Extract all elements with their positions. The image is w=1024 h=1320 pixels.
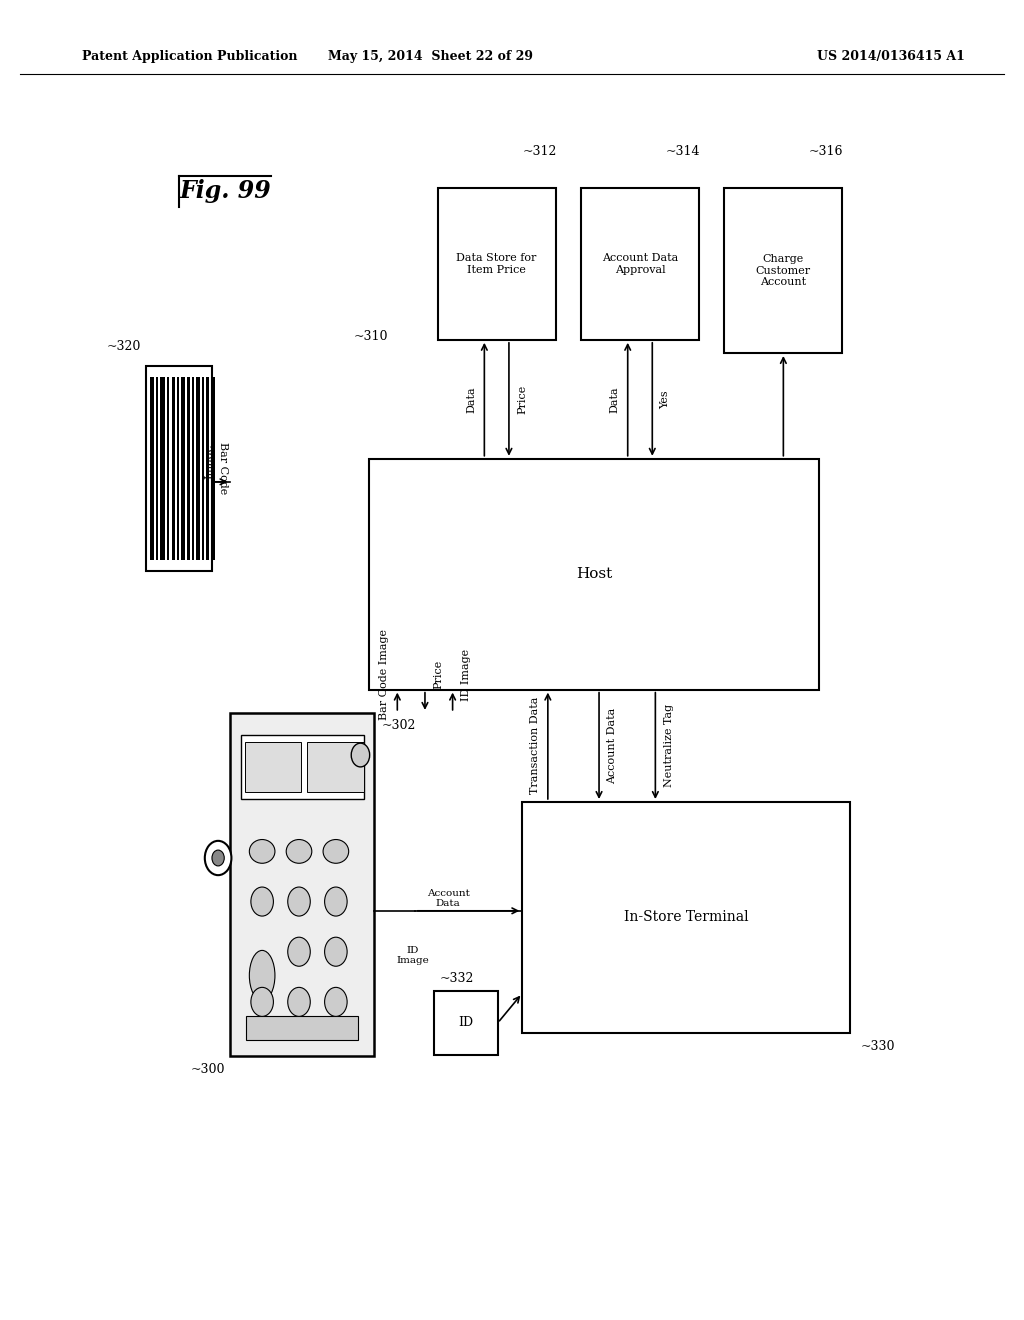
Text: ~312: ~312 — [522, 145, 557, 157]
Text: ~300: ~300 — [190, 1063, 225, 1076]
Ellipse shape — [323, 840, 348, 863]
Text: Account Data: Account Data — [607, 708, 617, 784]
Bar — [171, 378, 174, 560]
Text: Data Store for
Item Price: Data Store for Item Price — [457, 253, 537, 275]
Ellipse shape — [286, 840, 311, 863]
Circle shape — [288, 887, 310, 916]
Text: ID Image: ID Image — [461, 649, 471, 701]
Text: Fig. 99: Fig. 99 — [179, 180, 271, 203]
Bar — [197, 378, 201, 560]
Text: US 2014/0136415 A1: US 2014/0136415 A1 — [817, 50, 965, 63]
Text: ~330: ~330 — [860, 1040, 895, 1052]
Text: Price: Price — [517, 384, 527, 414]
Text: Price: Price — [433, 660, 443, 689]
Bar — [369, 459, 819, 689]
Circle shape — [288, 987, 310, 1016]
Text: ~314: ~314 — [666, 145, 700, 157]
Text: Transaction Data: Transaction Data — [529, 697, 540, 795]
Bar — [245, 742, 301, 792]
Text: Image: Image — [204, 444, 214, 479]
Bar — [522, 803, 850, 1032]
Bar — [176, 378, 178, 560]
Text: In-Store Terminal: In-Store Terminal — [624, 911, 749, 924]
Bar — [307, 742, 364, 792]
Bar — [145, 366, 213, 570]
Bar — [150, 378, 154, 560]
Bar — [230, 713, 374, 1056]
Text: May 15, 2014  Sheet 22 of 29: May 15, 2014 Sheet 22 of 29 — [328, 50, 532, 63]
Bar — [211, 378, 215, 560]
Circle shape — [288, 937, 310, 966]
Bar — [180, 378, 184, 560]
Text: ~316: ~316 — [809, 145, 844, 157]
Text: ID: ID — [459, 1016, 473, 1030]
Bar — [206, 378, 209, 560]
Circle shape — [325, 887, 347, 916]
Bar — [246, 1016, 358, 1040]
Text: ID
Image: ID Image — [396, 945, 429, 965]
Bar — [193, 378, 195, 560]
Text: Account
Data: Account Data — [427, 888, 469, 908]
Bar — [241, 735, 364, 799]
Text: ~310: ~310 — [353, 330, 388, 343]
Circle shape — [325, 937, 347, 966]
Circle shape — [251, 987, 273, 1016]
Bar — [582, 187, 698, 339]
Text: ~302: ~302 — [382, 719, 417, 733]
Ellipse shape — [249, 840, 274, 863]
Circle shape — [325, 987, 347, 1016]
Bar — [160, 378, 166, 560]
Circle shape — [351, 743, 370, 767]
Circle shape — [251, 887, 273, 916]
Circle shape — [212, 850, 224, 866]
Text: Data: Data — [466, 385, 476, 413]
Text: Neutralize Tag: Neutralize Tag — [664, 705, 674, 787]
Text: ~332: ~332 — [439, 972, 474, 985]
Text: Host: Host — [575, 568, 612, 581]
Bar — [167, 378, 169, 560]
Text: ~320: ~320 — [106, 341, 140, 352]
Bar — [156, 378, 158, 560]
Bar — [186, 378, 190, 560]
Text: Bar Code Image: Bar Code Image — [379, 630, 389, 721]
Bar — [202, 378, 204, 560]
Bar — [434, 991, 498, 1055]
Text: Patent Application Publication: Patent Application Publication — [82, 50, 297, 63]
Ellipse shape — [249, 950, 274, 1001]
Bar — [725, 187, 842, 352]
Bar — [438, 187, 555, 339]
Circle shape — [205, 841, 231, 875]
Text: Account Data
Approval: Account Data Approval — [602, 253, 678, 275]
Text: Yes: Yes — [660, 389, 671, 409]
Text: Bar Code: Bar Code — [217, 442, 227, 495]
Text: Charge
Customer
Account: Charge Customer Account — [756, 253, 811, 288]
Text: Data: Data — [609, 385, 620, 413]
